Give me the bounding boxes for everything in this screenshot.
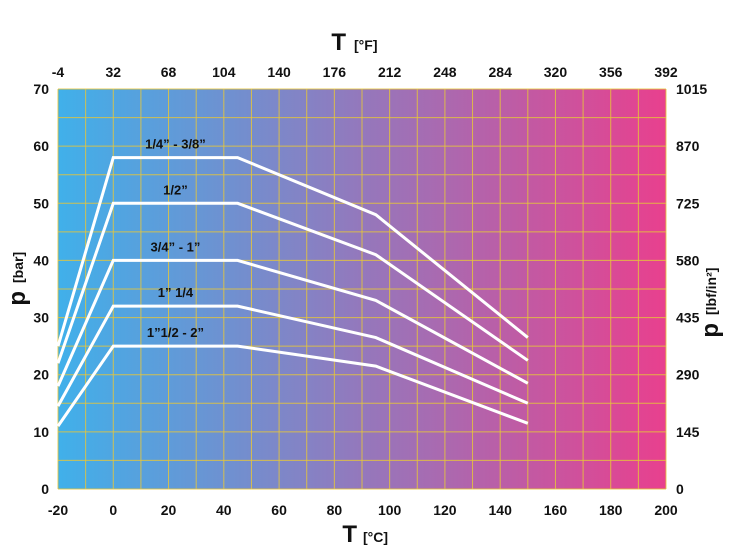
y-axis-unit: [bar] <box>10 252 26 283</box>
x-tick-label: 80 <box>327 502 343 518</box>
x2-axis-title: T <box>331 29 346 56</box>
series-label: 1” 1/4 <box>158 285 194 300</box>
x-axis-unit: [°C] <box>363 529 388 545</box>
x-axis-title: T <box>342 521 357 548</box>
y2-axis-ticks: 0 145 290 435 580 725 870 1015 <box>676 81 707 497</box>
grid <box>57 88 667 490</box>
x-tick-label: 160 <box>544 502 568 518</box>
x-tick-label: 180 <box>599 502 623 518</box>
x-axis-ticks: -20 0 20 40 60 80 100 120 140 160 180 200 <box>48 502 678 518</box>
x-tick-label: 0 <box>109 502 117 518</box>
y-tick-label: 40 <box>33 252 49 268</box>
series-label: 1/4” - 3/8” <box>145 137 206 152</box>
y-tick-label: 10 <box>33 424 49 440</box>
x-tick-label: 120 <box>433 502 457 518</box>
x-tick-label: 20 <box>161 502 177 518</box>
x2-tick-label: 176 <box>323 64 347 80</box>
y2-tick-label: 725 <box>676 195 700 211</box>
y2-tick-label: 435 <box>676 310 700 326</box>
x2-axis-ticks: -4 32 68 104 140 176 212 248 284 320 356 392 <box>52 64 678 80</box>
y2-tick-label: 145 <box>676 424 700 440</box>
series-line <box>56 344 529 427</box>
series-line <box>56 201 529 364</box>
y2-tick-label: 870 <box>676 138 700 154</box>
y-tick-label: 0 <box>41 481 49 497</box>
x2-tick-label: 320 <box>544 64 568 80</box>
x2-tick-label: 284 <box>489 64 513 80</box>
y2-tick-label: 1015 <box>676 81 707 97</box>
x2-axis-unit: [°F] <box>354 37 377 53</box>
series-line <box>56 156 529 347</box>
x2-tick-label: 104 <box>212 64 236 80</box>
x2-tick-label: -4 <box>52 64 65 80</box>
x2-tick-label: 356 <box>599 64 623 80</box>
x2-tick-label: 248 <box>433 64 457 80</box>
x-tick-label: 40 <box>216 502 232 518</box>
series-labels: 1/4” - 3/8” 1/2” 3/4” - 1” 1” 1/4 1”1/2 - 2” <box>145 137 206 341</box>
series-lines <box>56 156 529 427</box>
x-tick-label: 140 <box>489 502 513 518</box>
y-tick-label: 60 <box>33 138 49 154</box>
y-tick-label: 70 <box>33 81 49 97</box>
series-line <box>56 304 529 407</box>
series-label: 1”1/2 - 2” <box>147 325 204 340</box>
y2-tick-label: 290 <box>676 367 700 383</box>
series-label: 3/4” - 1” <box>151 239 201 254</box>
x2-tick-label: 392 <box>654 64 678 80</box>
x-tick-label: 60 <box>271 502 287 518</box>
y-tick-label: 20 <box>33 367 49 383</box>
x2-tick-label: 140 <box>267 64 291 80</box>
x-tick-label: 100 <box>378 502 402 518</box>
y2-axis-title: p <box>697 323 724 338</box>
y-tick-label: 30 <box>33 310 49 326</box>
y-axis-title: p <box>4 291 31 306</box>
x-tick-label: -20 <box>48 502 68 518</box>
x2-tick-label: 68 <box>161 64 177 80</box>
x-tick-label: 200 <box>654 502 678 518</box>
series-label: 1/2” <box>163 182 188 197</box>
y2-tick-label: 580 <box>676 252 700 268</box>
series-line <box>56 258 529 387</box>
x2-tick-label: 212 <box>378 64 402 80</box>
y-tick-label: 50 <box>33 195 49 211</box>
y2-tick-label: 0 <box>676 481 684 497</box>
y2-axis-unit: [lbf/in²] <box>703 268 719 315</box>
y-axis-ticks: 0 10 20 30 40 50 60 70 <box>33 81 49 497</box>
x2-tick-label: 32 <box>105 64 121 80</box>
